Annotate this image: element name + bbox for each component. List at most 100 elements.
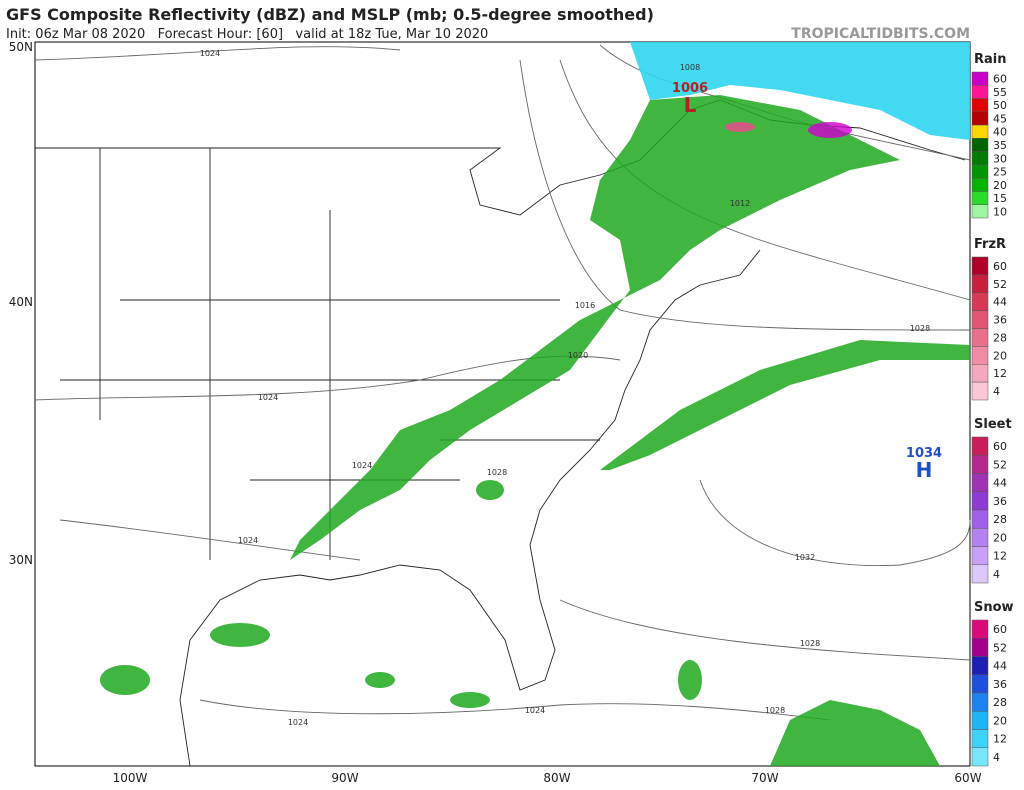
legend-level: 15 (993, 192, 1007, 205)
isobar-label: 1024 (200, 49, 220, 58)
legend-swatch (971, 274, 989, 293)
legend-swatch (971, 619, 989, 639)
legend-title: Snow (974, 600, 1014, 615)
isobar-label: 1032 (795, 553, 815, 562)
legend-swatch (971, 692, 989, 712)
rain-area (210, 623, 270, 647)
lat-label: 40N (9, 295, 33, 309)
legend-level: 12 (993, 733, 1007, 746)
legend-title: Rain (974, 52, 1007, 67)
border (60, 148, 600, 560)
legend-swatch (971, 138, 989, 152)
mixed-area (808, 122, 852, 138)
legend-level: 4 (993, 385, 1000, 398)
legend-swatch (971, 124, 989, 139)
legend-level: 60 (993, 73, 1007, 86)
isobar (699, 479, 971, 566)
legend-swatch (971, 509, 989, 529)
pressure-center: L (684, 93, 697, 117)
legend-swatch (971, 674, 989, 694)
legend-level: 10 (993, 205, 1007, 218)
legend-swatch (971, 310, 989, 329)
legend-level: 28 (993, 696, 1007, 709)
legend-swatch (971, 455, 989, 474)
legend-swatch (971, 111, 989, 126)
rain-area (100, 665, 150, 695)
legend-level: 36 (993, 495, 1007, 508)
rain-area (770, 700, 940, 766)
legend-swatch (971, 638, 989, 657)
legend-swatch (971, 528, 989, 547)
legend-swatch (971, 747, 989, 767)
legend-level: 20 (993, 531, 1007, 544)
legend-level: 12 (993, 550, 1007, 563)
legend-level: 60 (993, 623, 1007, 636)
map-area (34, 41, 971, 767)
lat-label: 30N (9, 553, 33, 567)
legend-swatch (971, 256, 989, 276)
isobar-label: 1024 (258, 393, 278, 402)
legend-level: 52 (993, 278, 1007, 291)
isobar-label: 1016 (575, 301, 595, 310)
legend-swatch (971, 204, 989, 219)
rain-area (450, 692, 490, 708)
legend-level: 36 (993, 678, 1007, 691)
legend-level: 28 (993, 513, 1007, 526)
isobar-label: 1028 (765, 706, 785, 715)
credit: TROPICALTIDBITS.COM (791, 26, 970, 42)
legend-swatch (971, 164, 989, 179)
legend-swatch (971, 491, 989, 511)
lon-label: 60W (954, 771, 981, 785)
lon-label: 90W (331, 771, 358, 785)
legend-swatch (971, 564, 989, 584)
legend-swatch (971, 546, 989, 565)
isobar (34, 46, 401, 61)
legend-swatch (971, 328, 989, 347)
rain-area (365, 672, 395, 688)
legend-swatch (971, 381, 989, 401)
legend-swatch (971, 292, 989, 311)
isobar (519, 59, 971, 331)
isobar-label: 1028 (487, 468, 507, 477)
legend-level: 60 (993, 440, 1007, 453)
isobar-label: 1028 (800, 639, 820, 648)
isobar-label: 1024 (238, 536, 258, 545)
pressure-value: 1034 (906, 446, 942, 461)
isobar-label: 1024 (525, 706, 545, 715)
legend-swatch (971, 71, 989, 86)
legend-level: 44 (993, 660, 1007, 673)
rain-area (290, 95, 900, 560)
subtitle: Init: 06z Mar 08 2020 Forecast Hour: [60… (6, 27, 488, 42)
legend-swatch (971, 436, 989, 456)
legend-level: 25 (993, 166, 1007, 179)
legend-level: 45 (993, 112, 1007, 125)
isobar (59, 519, 361, 561)
legend-level: 30 (993, 152, 1007, 165)
lon-label: 70W (751, 771, 778, 785)
legend-level: 35 (993, 139, 1007, 152)
isobar-label: 1024 (352, 461, 372, 470)
legend-level: 28 (993, 331, 1007, 344)
legend-level: 4 (993, 568, 1000, 581)
rain-area (600, 340, 970, 470)
legend-swatch (971, 473, 989, 492)
isobar (559, 59, 971, 301)
legend-level: 40 (993, 126, 1007, 139)
lat-label: 50N (9, 40, 33, 54)
legend-level: 20 (993, 349, 1007, 362)
legend-level: 50 (993, 99, 1007, 112)
isobar-label: 1028 (910, 324, 930, 333)
legend-level: 44 (993, 477, 1007, 490)
legend-level: 55 (993, 86, 1007, 99)
pressure-center: H (916, 458, 933, 482)
legend-swatch (971, 151, 989, 166)
title: GFS Composite Reflectivity (dBZ) and MSL… (6, 5, 654, 24)
legend-title: Sleet (974, 417, 1012, 432)
legend-level: 20 (993, 714, 1007, 727)
legend-swatch (971, 656, 989, 675)
legend-level: 20 (993, 179, 1007, 192)
legend-level: 36 (993, 314, 1007, 327)
